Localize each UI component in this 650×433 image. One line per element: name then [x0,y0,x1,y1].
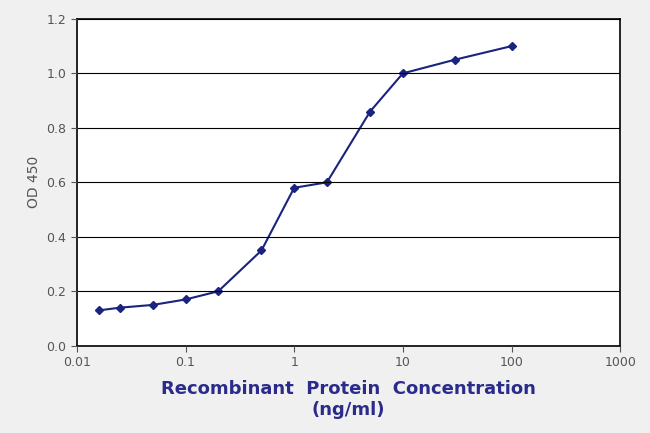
X-axis label: Recombinant  Protein  Concentration
(ng/ml): Recombinant Protein Concentration (ng/ml… [161,380,536,419]
Y-axis label: OD 450: OD 450 [27,156,41,208]
